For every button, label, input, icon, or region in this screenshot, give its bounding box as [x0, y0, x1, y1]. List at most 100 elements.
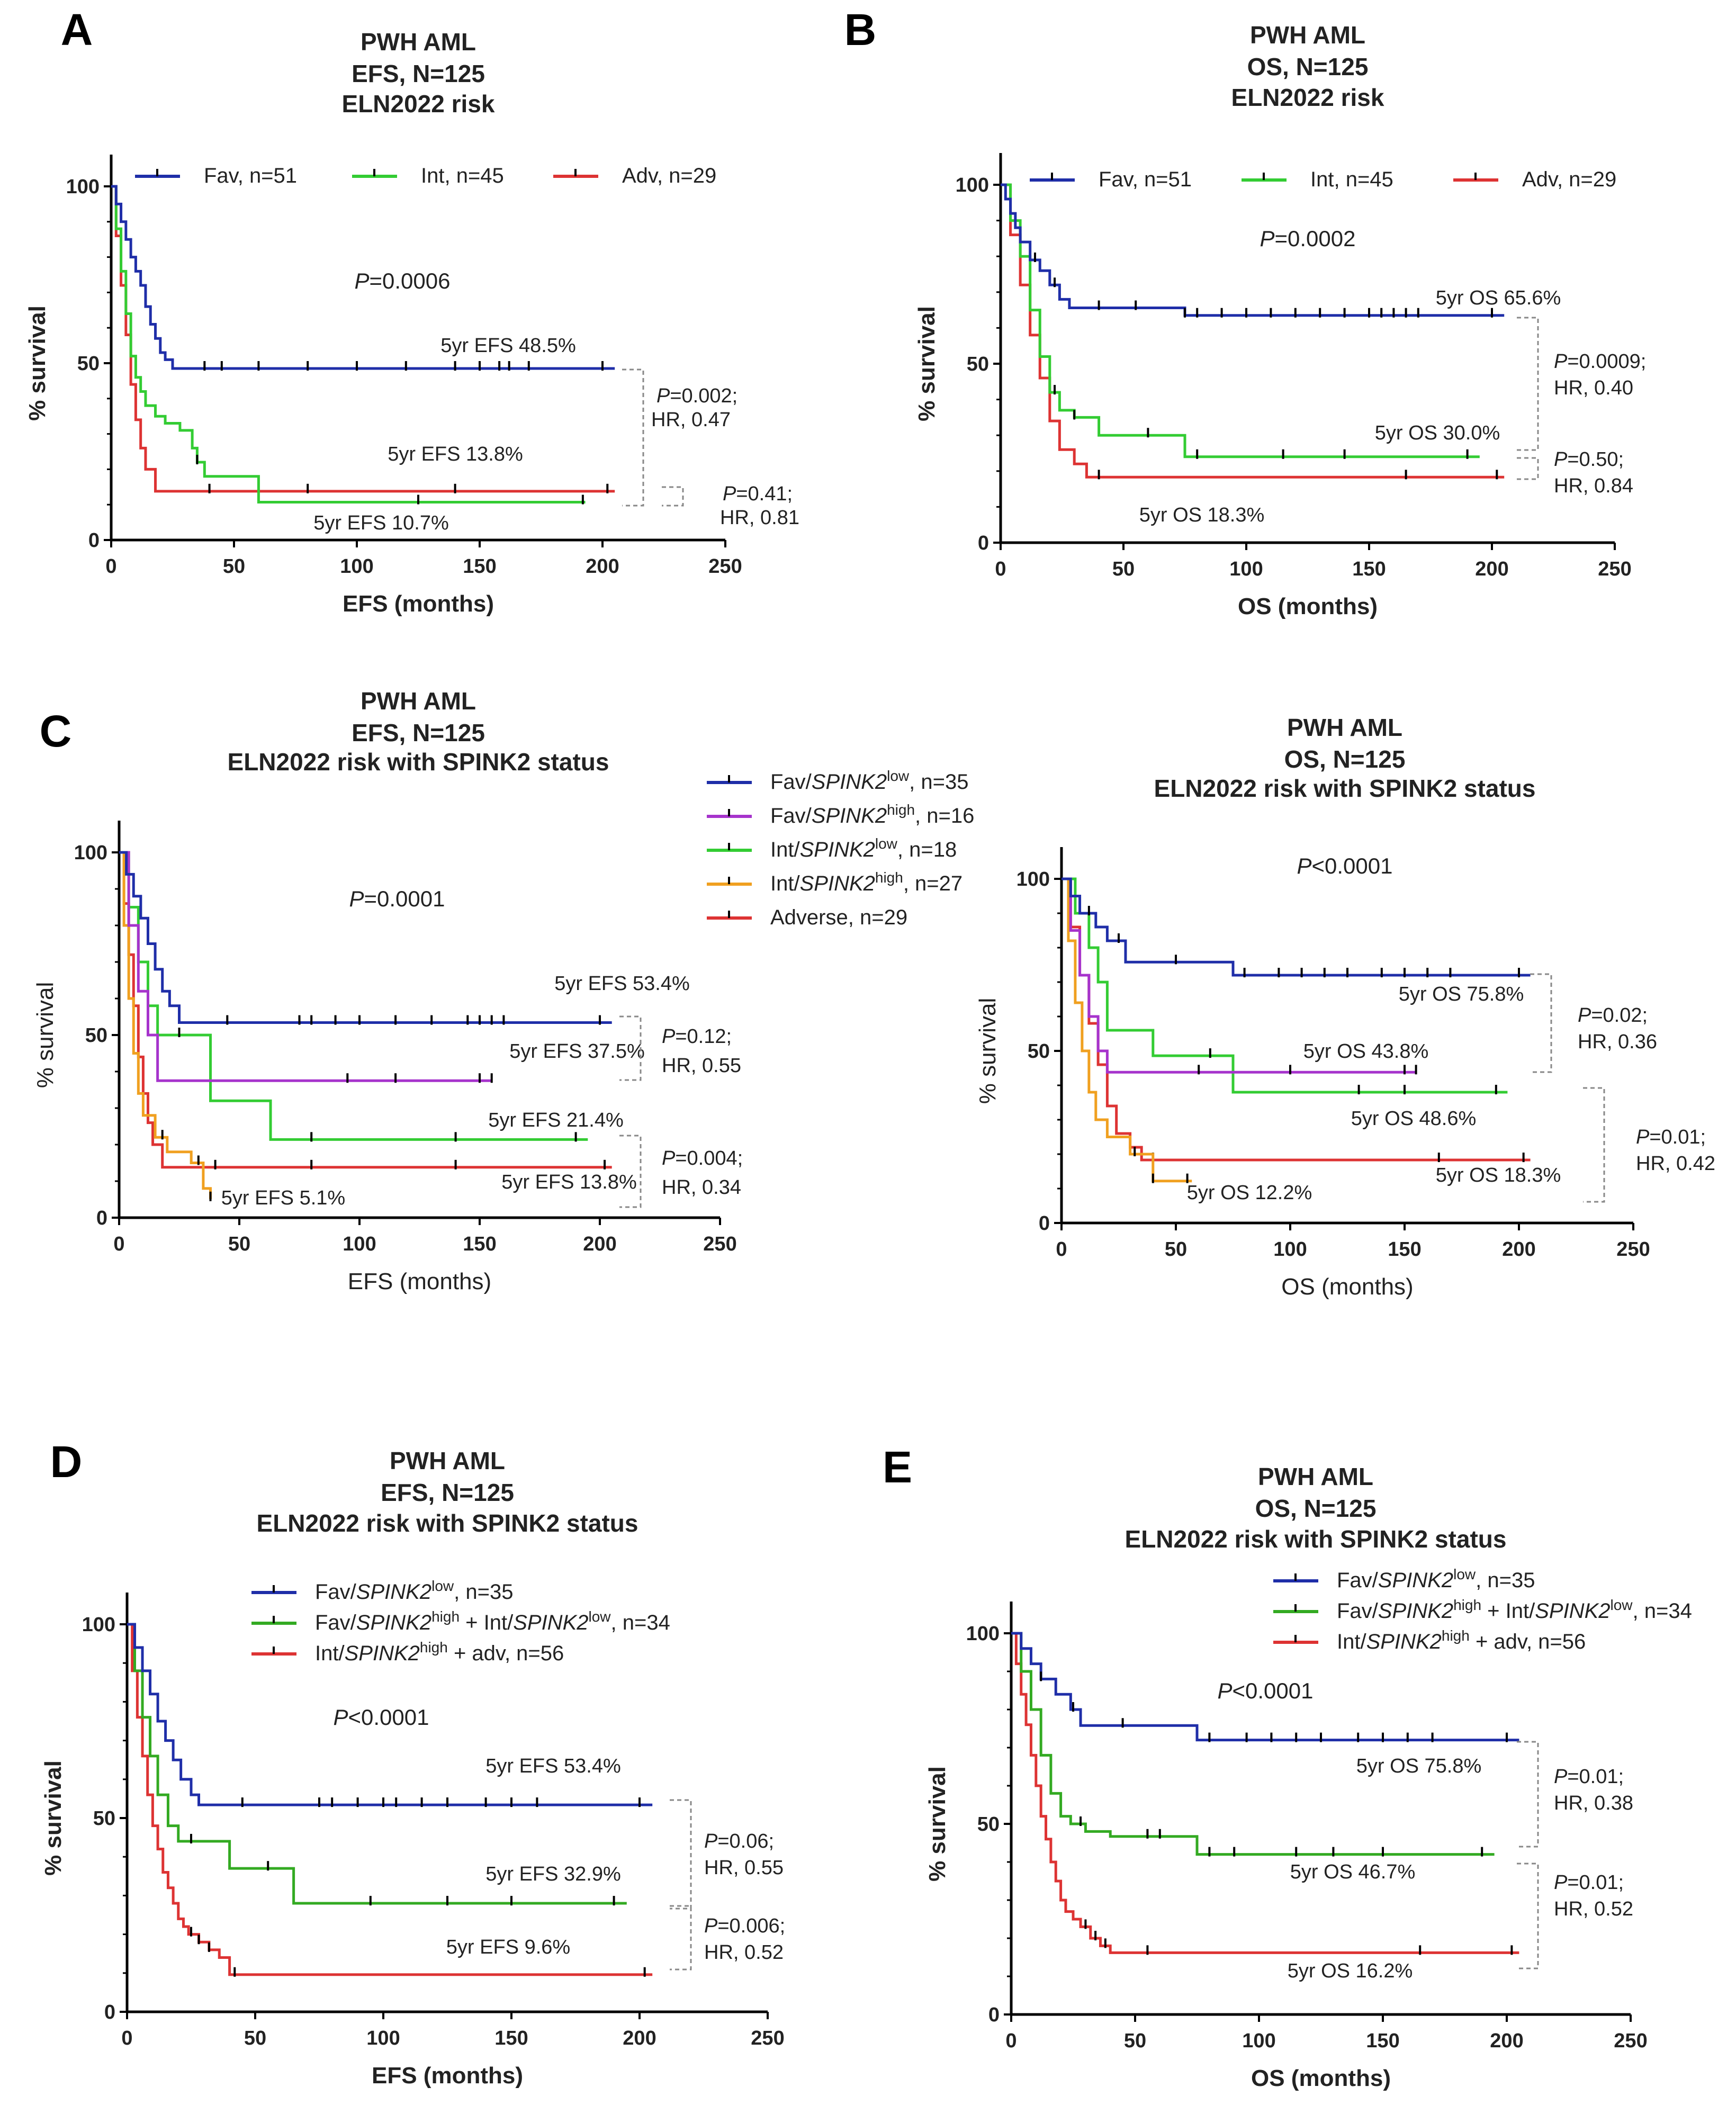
x-tick-label: 200: [586, 555, 619, 578]
comparison-pvalue: P=0.41;: [723, 483, 793, 505]
comparison-pvalue: P=0.01;: [1554, 1766, 1624, 1788]
five-year-annotation: 5yr EFS 10.7%: [313, 512, 449, 534]
five-year-annotation: 5yr OS 43.8%: [1303, 1040, 1429, 1063]
comparison-hr: HR, 0.52: [704, 1941, 784, 1964]
series-line: [111, 185, 615, 370]
series-line: [127, 1623, 653, 1976]
x-tick-label: 200: [1502, 1238, 1535, 1261]
series-line: [119, 851, 492, 1082]
panel-letter: E: [883, 1442, 912, 1492]
x-axis-label: EFS (months): [372, 2063, 523, 2089]
comparison-bracket: [670, 1799, 692, 1910]
comparison-pvalue: P=0.06;: [704, 1830, 774, 1852]
series-line: [127, 1623, 627, 1905]
x-tick-label: 50: [1165, 1238, 1187, 1261]
panel-letter: D: [50, 1437, 83, 1487]
five-year-annotation: 5yr OS 18.3%: [1436, 1164, 1561, 1186]
logrank-pvalue: P=0.0002: [1260, 226, 1355, 251]
chart-title-line: PWH AML: [361, 687, 476, 715]
five-year-annotation: 5yr EFS 37.5%: [509, 1040, 645, 1063]
comparison-hr: HR, 0.55: [704, 1857, 784, 1879]
x-tick-label: 50: [1124, 2030, 1146, 2052]
five-year-annotation: 5yr EFS 48.5%: [440, 335, 576, 357]
panel-d: D PWH AML EFS, N=125 ELN2022 risk with SPIN…: [40, 1437, 785, 2089]
chart-title-line: PWH AML: [1250, 21, 1365, 49]
comparison-pvalue: P=0.01;: [1636, 1126, 1706, 1148]
five-year-annotation: 5yr EFS 21.4%: [488, 1109, 624, 1131]
comparison-bracket: [662, 486, 684, 507]
series-line: [1062, 877, 1531, 1162]
series-line: [1011, 1632, 1519, 1742]
x-tick-label: 100: [1273, 1238, 1307, 1261]
comparison-bracket: [1583, 1087, 1605, 1203]
comparison-pvalue: P=0.01;: [1554, 1872, 1624, 1894]
chart-title-line: PWH AML: [361, 28, 476, 56]
logrank-pvalue: P=0.0001: [349, 886, 445, 911]
chart-title-line: ELN2022 risk with SPINK2 status: [1154, 775, 1536, 802]
chart-title-line: PWH AML: [1287, 714, 1402, 741]
comparison-bracket: [1517, 457, 1539, 480]
panel-a: A PWH AML EFS, N=125 ELN2022 risk 0 50 100 150 2…: [24, 5, 799, 617]
x-tick-label: 50: [228, 1233, 250, 1255]
logrank-pvalue: P=0.0006: [354, 268, 450, 293]
y-axis-label: % survival: [914, 306, 940, 421]
x-tick-label: 0: [105, 555, 116, 578]
comparison-bracket: [619, 1135, 642, 1208]
five-year-annotation: 5yr EFS 13.8%: [501, 1171, 637, 1193]
series-line: [119, 851, 612, 1024]
comparison-hr: HR, 0.42: [1636, 1153, 1715, 1175]
legend-label: Fav/SPINK2high, n=16: [770, 802, 974, 828]
comparison-hr: HR, 0.81: [720, 507, 799, 529]
series-line: [127, 1623, 653, 1806]
comparison-hr: HR, 0.38: [1554, 1792, 1633, 1814]
comparison-pvalue: P=0.004;: [662, 1147, 743, 1170]
five-year-annotation: 5yr OS 65.6%: [1436, 287, 1561, 309]
y-tick-label: 100: [82, 1614, 115, 1636]
x-tick-label: 250: [708, 555, 742, 578]
y-tick-label: 0: [1039, 1212, 1050, 1235]
five-year-annotation: 5yr EFS 53.4%: [554, 973, 690, 995]
comparison-pvalue: P=0.50;: [1554, 448, 1624, 471]
comparison-bracket: [1517, 1863, 1539, 1969]
comparison-hr: HR, 0.47: [651, 409, 731, 431]
y-tick-label: 0: [104, 2001, 115, 2023]
legend-label: Fav/SPINK2low, n=35: [770, 768, 968, 794]
y-tick-label: 50: [93, 1807, 115, 1830]
comparison-pvalue: P=0.0009;: [1554, 350, 1646, 373]
y-axis-label: % survival: [32, 982, 58, 1089]
comparison-hr: HR, 0.84: [1554, 475, 1633, 497]
comparison-pvalue: P=0.02;: [1578, 1004, 1648, 1027]
five-year-annotation: 5yr OS 75.8%: [1356, 1755, 1482, 1777]
x-tick-label: 150: [1366, 2030, 1399, 2052]
series-line: [1062, 877, 1416, 1074]
logrank-pvalue: P<0.0001: [333, 1705, 429, 1730]
five-year-annotation: 5yr OS 75.8%: [1399, 983, 1524, 1005]
chart-title-line: PWH AML: [1258, 1463, 1373, 1490]
x-tick-label: 0: [995, 558, 1006, 580]
comparison-bracket: [1517, 317, 1539, 451]
y-tick-label: 0: [978, 532, 989, 554]
y-tick-label: 50: [77, 353, 100, 375]
five-year-annotation: 5yr EFS 5.1%: [221, 1187, 345, 1209]
x-tick-label: 200: [1475, 558, 1508, 580]
x-tick-label: 150: [463, 1233, 496, 1255]
y-tick-label: 100: [1017, 868, 1050, 890]
x-tick-label: 250: [1616, 1238, 1650, 1261]
five-year-annotation: 5yr OS 46.7%: [1290, 1861, 1416, 1883]
x-tick-label: 200: [623, 2027, 656, 2049]
five-year-annotation: 5yr OS 16.2%: [1288, 1960, 1413, 1982]
x-tick-label: 0: [1005, 2030, 1017, 2052]
series-line: [119, 851, 588, 1141]
series-line: [1001, 183, 1480, 458]
y-tick-label: 100: [66, 176, 100, 198]
chart-title-line: EFS, N=125: [352, 719, 485, 746]
chart-title-line: EFS, N=125: [381, 1479, 514, 1506]
x-axis-label: EFS (months): [348, 1269, 491, 1294]
y-axis-label: % survival: [40, 1760, 66, 1876]
y-tick-label: 0: [96, 1207, 107, 1229]
comparison-hr: HR, 0.36: [1578, 1031, 1657, 1053]
comparison-hr: HR, 0.34: [662, 1176, 741, 1199]
legend-label: Int, n=45: [421, 164, 504, 187]
x-tick-label: 50: [223, 555, 245, 578]
x-tick-label: 0: [113, 1233, 124, 1255]
